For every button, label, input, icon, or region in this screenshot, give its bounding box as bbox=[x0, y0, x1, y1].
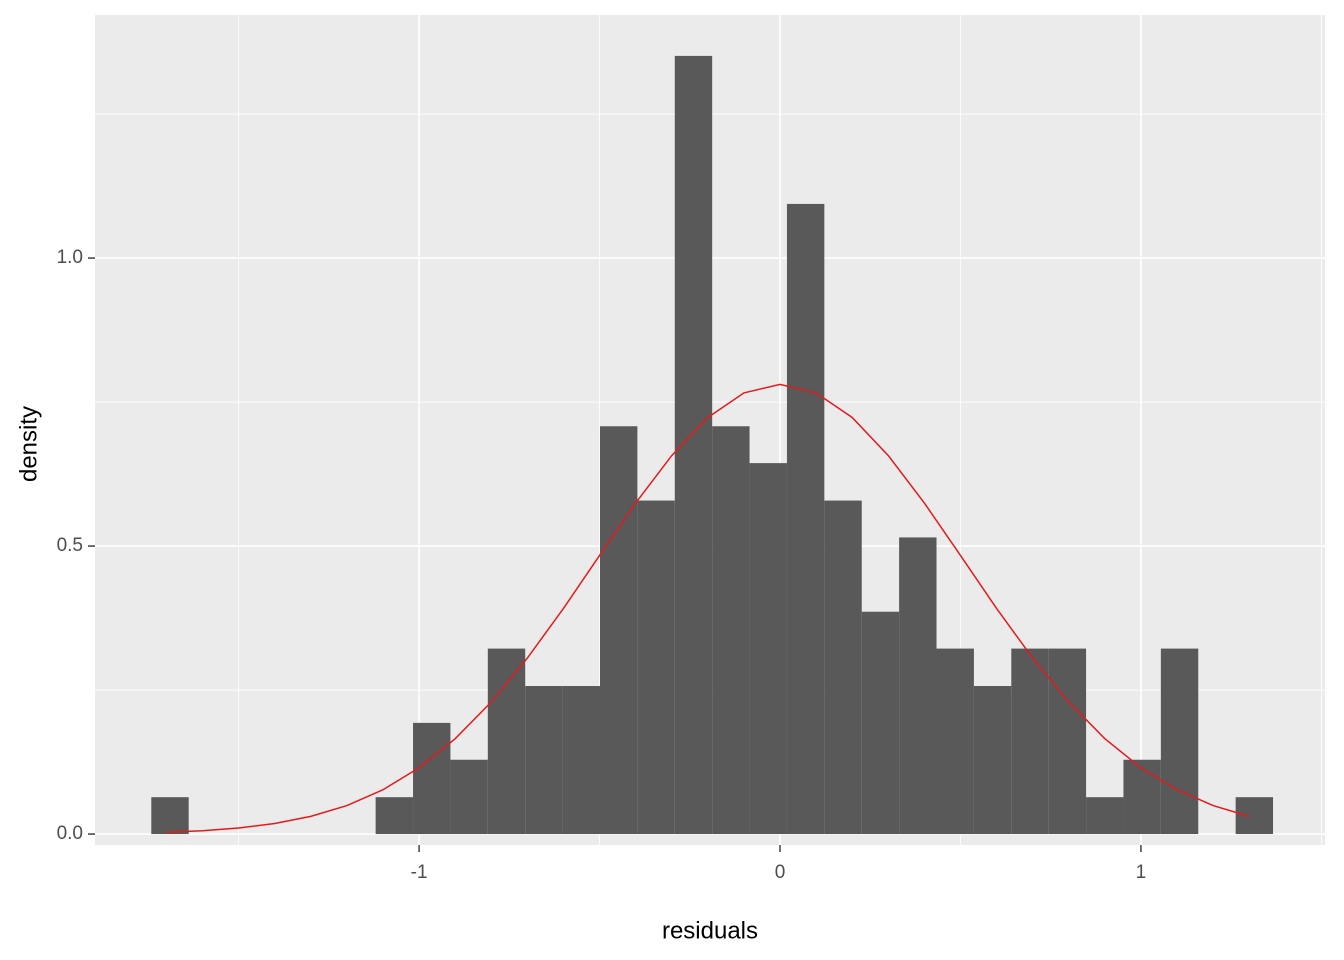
bar bbox=[487, 648, 526, 835]
x-tick-label: -1 bbox=[411, 862, 428, 883]
bar bbox=[637, 500, 675, 835]
bar bbox=[936, 648, 974, 835]
bar bbox=[1160, 648, 1199, 835]
bar bbox=[824, 500, 862, 835]
bar bbox=[674, 55, 713, 835]
bar bbox=[1235, 797, 1274, 835]
x-axis-title: residuals bbox=[662, 917, 758, 944]
density-curve bbox=[166, 383, 1250, 834]
x-tick-label: 0 bbox=[775, 862, 786, 883]
bar bbox=[375, 797, 414, 835]
bar bbox=[712, 426, 750, 835]
y-tick-label: 0.5 bbox=[57, 535, 83, 556]
bar bbox=[151, 797, 189, 835]
y-axis-title: density bbox=[15, 406, 42, 482]
y-tick-label: 0.0 bbox=[57, 823, 83, 844]
bar bbox=[786, 203, 825, 835]
bar bbox=[1048, 648, 1087, 835]
bar bbox=[1011, 648, 1049, 835]
x-tick-label: 1 bbox=[1136, 862, 1147, 883]
y-tick-label: 1.0 bbox=[57, 247, 83, 268]
bar bbox=[599, 426, 638, 835]
bar bbox=[562, 686, 600, 835]
bar bbox=[1086, 797, 1124, 835]
bar bbox=[450, 759, 488, 835]
bar bbox=[973, 686, 1012, 835]
bar bbox=[525, 686, 563, 835]
bar bbox=[1123, 759, 1161, 835]
bar bbox=[413, 722, 451, 835]
bar bbox=[749, 463, 787, 835]
bar bbox=[861, 611, 900, 835]
bar bbox=[899, 537, 937, 835]
